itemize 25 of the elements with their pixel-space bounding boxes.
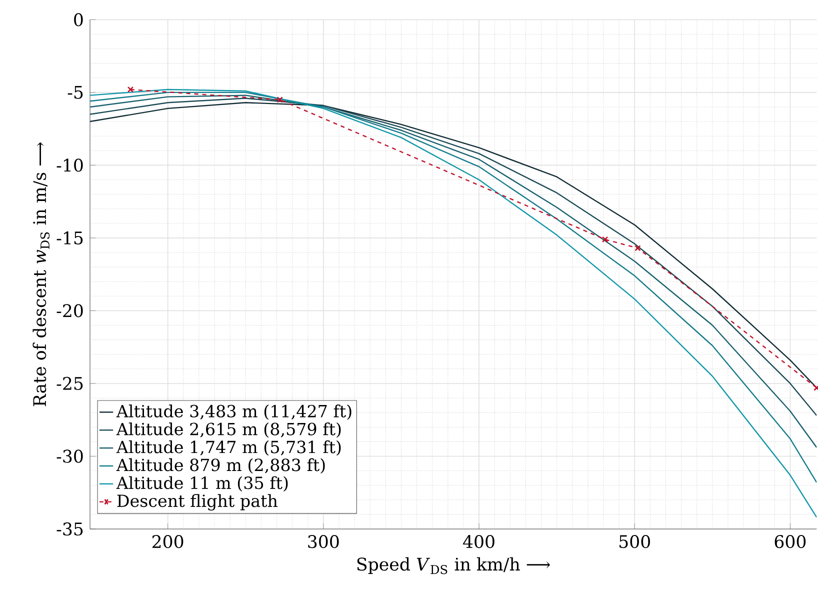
point	[127, 86, 134, 93]
point	[276, 96, 283, 103]
x-axis-title: Speed V$_{DS}$ in km/h ⟶	[357, 557, 550, 574]
legend-label: Altitude 2,615 m (8,579 ft)	[116, 422, 341, 438]
point	[602, 236, 608, 243]
y-tick-label: -10	[56, 158, 83, 172]
legend-label: Descent flight path	[117, 494, 278, 511]
legend-label: Altitude 3,483 m (11,427 ft)	[116, 404, 352, 420]
y-tick-label: -5	[68, 86, 83, 99]
y-tick-label: -15	[56, 231, 83, 245]
x-tick-label: 200	[152, 535, 184, 548]
y-tick-label: -20	[56, 304, 83, 318]
x-tick-label: 500	[620, 535, 650, 548]
legend-label: Altitude 11 m (35 ft)	[116, 476, 288, 492]
x-tick-label: 300	[308, 535, 339, 548]
legend-label: Altitude 879 m (2,883 ft)	[116, 458, 325, 474]
y-tick-label: 0	[74, 13, 83, 26]
legend-label: Altitude 1,747 m (5,731 ft)	[116, 440, 341, 456]
y-tick-label: -25	[56, 376, 83, 390]
x-tick-label: 600	[774, 535, 806, 548]
x-tick-label: 400	[463, 535, 494, 548]
point	[634, 245, 641, 252]
y-tick-label: -30	[56, 450, 83, 463]
y-tick-label: -35	[56, 522, 83, 536]
y-axis-title: Rate of descent w$_{DS}$ in m/s ⟶	[32, 142, 50, 406]
